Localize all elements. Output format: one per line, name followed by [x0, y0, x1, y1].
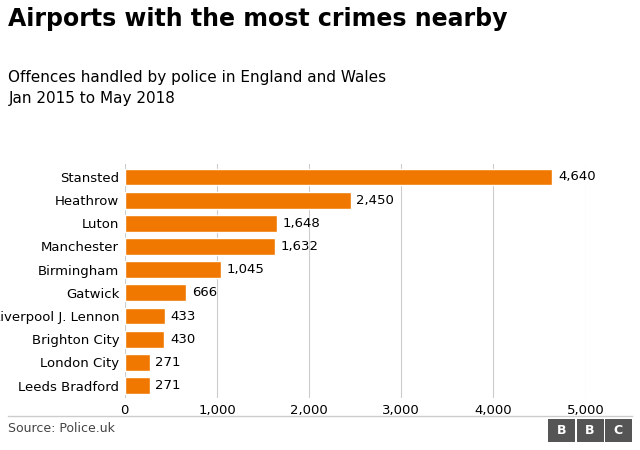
Bar: [125, 308, 164, 324]
Bar: [125, 192, 351, 208]
Text: 271: 271: [156, 379, 181, 392]
Text: 430: 430: [170, 333, 195, 346]
Text: Airports with the most crimes nearby: Airports with the most crimes nearby: [8, 7, 508, 31]
Bar: [125, 238, 275, 255]
Text: C: C: [614, 424, 623, 436]
Text: 4,640: 4,640: [558, 171, 596, 184]
Text: 2,450: 2,450: [356, 194, 394, 207]
Text: 666: 666: [192, 286, 217, 299]
Text: 1,632: 1,632: [281, 240, 319, 253]
Text: Source: Police.uk: Source: Police.uk: [8, 422, 115, 435]
Text: B: B: [586, 424, 595, 436]
Bar: [125, 261, 221, 278]
Bar: [125, 377, 150, 394]
Bar: [125, 169, 552, 185]
Bar: [125, 354, 150, 371]
Bar: [125, 215, 276, 232]
Text: 271: 271: [156, 356, 181, 369]
Bar: [125, 284, 186, 301]
Text: 433: 433: [170, 310, 196, 323]
Text: 1,045: 1,045: [227, 263, 264, 276]
Text: Offences handled by police in England and Wales
Jan 2015 to May 2018: Offences handled by police in England an…: [8, 70, 387, 106]
Text: B: B: [557, 424, 566, 436]
Text: 1,648: 1,648: [282, 217, 320, 230]
Bar: [125, 331, 164, 347]
